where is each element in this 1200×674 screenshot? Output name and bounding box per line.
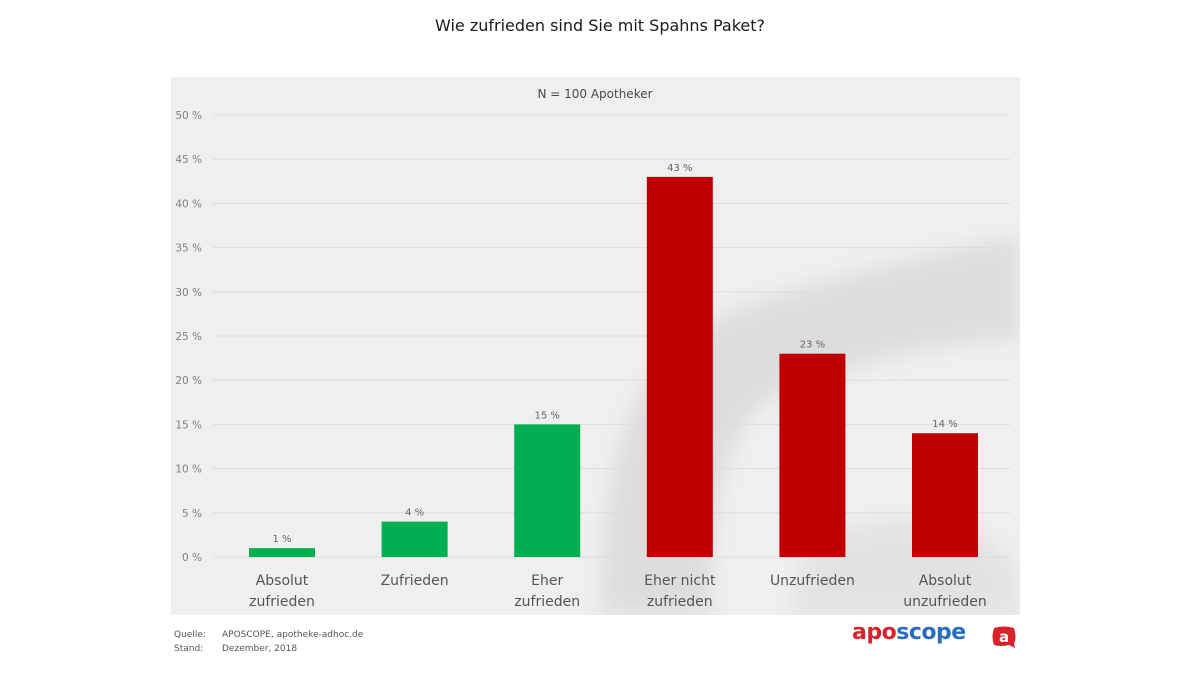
data-label: 4 % bbox=[405, 508, 424, 519]
data-label: 1 % bbox=[272, 534, 291, 545]
x-tick-label: Eher zufrieden bbox=[514, 573, 580, 610]
bar bbox=[646, 176, 713, 557]
source-key: Quelle: bbox=[174, 630, 206, 640]
data-label: 23 % bbox=[800, 340, 825, 351]
x-tick-label: Unzufrieden bbox=[770, 573, 855, 589]
y-tick-label: 10 % bbox=[175, 464, 202, 476]
x-tick-label: Absolut unzufrieden bbox=[903, 573, 987, 610]
aposcope-logo: aposcope bbox=[852, 620, 966, 645]
source-row: Quelle: APOSCOPE, apotheke-adhoc.de bbox=[174, 628, 363, 642]
y-tick-label: 20 % bbox=[175, 375, 202, 387]
data-label: 43 % bbox=[667, 163, 692, 174]
bar bbox=[249, 548, 315, 557]
bar bbox=[514, 424, 581, 557]
y-tick-label: 0 % bbox=[182, 552, 202, 564]
y-tick-label: 25 % bbox=[175, 331, 202, 343]
data-labels: 1 % 4 % 15 % 43 % 23 % 14 % bbox=[272, 163, 957, 545]
source-value: APOSCOPE, apotheke-adhoc.de bbox=[222, 630, 364, 640]
date-key: Stand: bbox=[174, 644, 204, 654]
date-row: Stand: Dezember, 2018 bbox=[174, 642, 363, 656]
y-tick-label: 15 % bbox=[175, 419, 202, 431]
logo-text-apo: apo bbox=[852, 620, 897, 645]
y-tick-label: 30 % bbox=[175, 287, 202, 299]
bar bbox=[779, 353, 846, 557]
y-tick-label: 5 % bbox=[182, 508, 202, 520]
chart-title: Wie zufrieden sind Sie mit Spahns Paket? bbox=[434, 16, 766, 35]
y-axis: 0 % 5 % 10 % 15 % 20 % 25 % 30 % 35 % 40 % 45 % 50… bbox=[175, 110, 202, 564]
data-label: 14 % bbox=[932, 419, 957, 430]
y-tick-label: 40 % bbox=[175, 198, 202, 210]
bar bbox=[381, 521, 448, 557]
bar bbox=[912, 433, 978, 557]
chart-panel: N = 100 Apotheker 0 % 5 % 10 % 15 % 20 % 25 %… bbox=[171, 77, 1020, 615]
footer: Quelle: APOSCOPE, apotheke-adhoc.de Stan… bbox=[174, 628, 363, 656]
data-label: 15 % bbox=[534, 410, 559, 421]
date-value: Dezember, 2018 bbox=[222, 644, 298, 654]
logo-text-scope: scope bbox=[896, 620, 966, 645]
y-tick-label: 50 % bbox=[175, 110, 202, 122]
y-tick-label: 45 % bbox=[175, 154, 202, 166]
y-tick-label: 35 % bbox=[175, 243, 202, 255]
chart-subtitle: N = 100 Apotheker bbox=[537, 87, 652, 101]
x-tick-label: Absolut zufrieden bbox=[249, 573, 315, 610]
apotheke-adhoc-logo-icon: a bbox=[992, 626, 1016, 648]
gridlines bbox=[213, 114, 1010, 558]
svg-text:a: a bbox=[999, 628, 1009, 646]
bars bbox=[249, 176, 978, 557]
x-tick-label: Eher nicht zufrieden bbox=[644, 573, 716, 610]
x-axis: Absolut zufrieden Zufrieden Eher zufrieden Eh… bbox=[249, 573, 987, 610]
x-tick-label: Zufrieden bbox=[381, 573, 449, 589]
bar-chart: N = 100 Apotheker 0 % 5 % 10 % 15 % 20 % 25 %… bbox=[175, 87, 1020, 615]
